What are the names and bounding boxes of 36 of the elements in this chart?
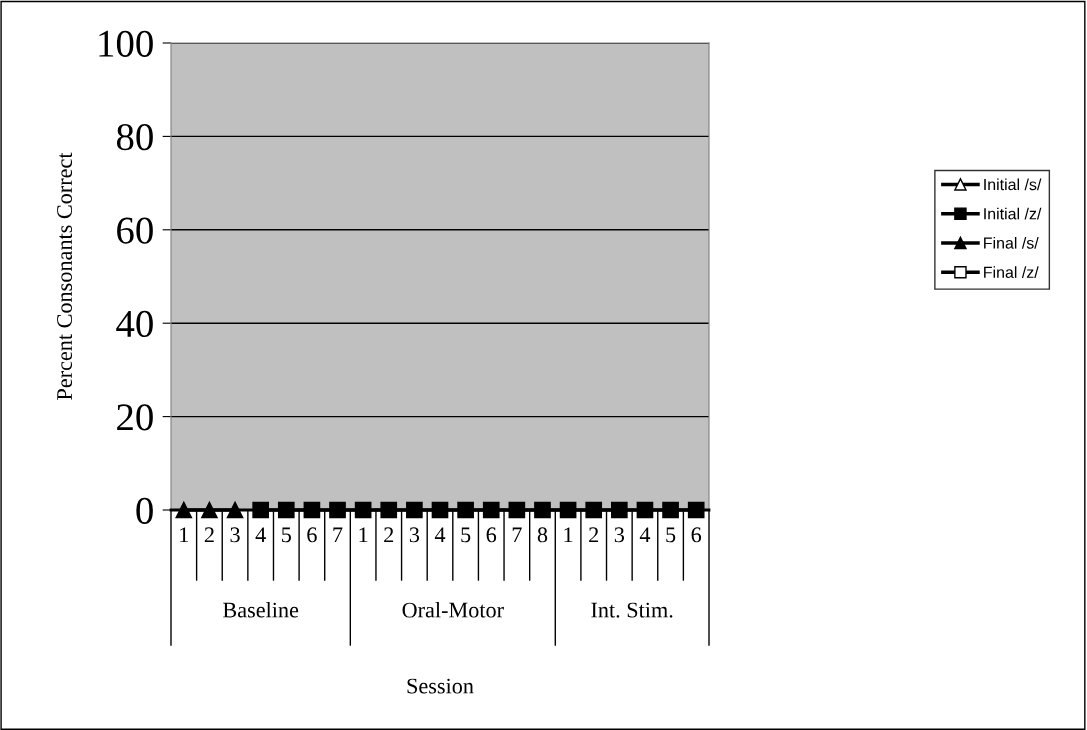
text: Baseline: [223, 601, 299, 618]
y-tick-label: 20: [117, 404, 153, 431]
x-tick-label: 1: [564, 527, 573, 543]
x-tick-label: 3: [409, 527, 420, 543]
legend-label: Final /z/: [984, 266, 1039, 278]
y-tick-label: 0: [136, 497, 153, 524]
text: Session: [407, 678, 474, 694]
y-axis-title: Percent Consonants Correct: [57, 152, 73, 400]
x-tick-label: 1: [180, 527, 189, 543]
x-tick-label: 6: [691, 527, 702, 543]
x-tick-label: 6: [486, 527, 497, 543]
x-tick-label: 6: [307, 527, 317, 543]
y-tick-label: 80: [116, 124, 153, 151]
x-tick-label: 2: [204, 527, 214, 543]
y-tick-label: 60: [117, 217, 153, 244]
x-tick-label: 3: [230, 527, 240, 543]
x-tick-label: 5: [282, 527, 291, 543]
legend-label: Initial /z/: [984, 207, 1042, 220]
x-tick-label: 4: [639, 527, 651, 543]
text: Oral-Motor: [402, 601, 504, 618]
legend-label: Initial /s/: [984, 178, 1042, 191]
y-tick-label: 40: [116, 310, 153, 338]
x-tick-label: 3: [614, 527, 625, 543]
legend-label: Final /s/: [984, 236, 1039, 249]
y-tick-label: 100: [99, 30, 153, 57]
x-tick-label: 2: [384, 527, 394, 543]
x-tick-label: 8: [537, 527, 548, 543]
x-tick-label: 4: [255, 527, 266, 543]
text: Int. Stim.: [591, 602, 673, 618]
x-tick-label: 2: [589, 527, 599, 543]
x-tick-label: 4: [434, 527, 446, 543]
x-tick-label: 7: [333, 527, 343, 543]
x-tick-label: 1: [359, 527, 368, 543]
x-tick-label: 5: [461, 527, 471, 543]
x-tick-label: 5: [666, 527, 676, 543]
x-tick-label: 7: [512, 527, 522, 543]
